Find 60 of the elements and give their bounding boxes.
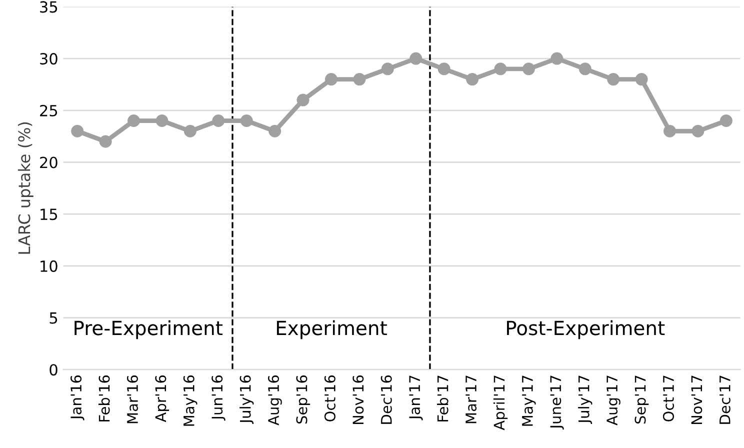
y-tick-label: 15	[40, 208, 58, 220]
y-tick-label: 5	[50, 312, 58, 324]
point	[720, 114, 732, 128]
point	[99, 135, 112, 148]
point	[578, 62, 592, 76]
point	[324, 73, 338, 86]
point	[692, 124, 704, 138]
x-tick-label: Oct'17	[662, 376, 674, 422]
point	[184, 124, 196, 138]
point	[635, 73, 648, 86]
x-tick-label: Mar'16	[126, 375, 138, 424]
x-tick-label: Jun'16	[212, 375, 226, 421]
point	[494, 62, 507, 76]
point	[353, 73, 366, 86]
point	[156, 114, 168, 128]
x-tick-label: April'17	[493, 376, 508, 430]
y-tick-label: 30	[40, 53, 58, 65]
y-tick-label: 0	[50, 364, 58, 376]
point	[466, 73, 479, 86]
x-tick-label: July'17	[578, 376, 592, 424]
x-tick-label: July'16	[240, 375, 254, 424]
x-tick-label: Nov'16	[352, 375, 364, 424]
x-tick-label: Mar'17	[466, 376, 477, 424]
point	[71, 124, 84, 138]
y-tick-label: 10	[40, 260, 58, 272]
x-tick-label: Jan'17	[409, 376, 423, 420]
x-tick-label: Dec'16	[380, 375, 392, 424]
annotation: Post-Experiment	[507, 320, 665, 340]
point	[550, 52, 564, 65]
point	[296, 94, 310, 106]
x-tick-label: Jan'16	[70, 375, 84, 420]
x-tick-label: Oct'16	[324, 375, 336, 422]
x-tick-label: Feb'17	[437, 376, 448, 422]
point	[664, 124, 676, 138]
x-tick-label: Sep'16	[296, 375, 310, 424]
x-tick-label: Aug'17	[606, 376, 620, 426]
x-tick-label: Feb'16	[98, 375, 110, 422]
x-tick-label: Nov'17	[691, 376, 702, 424]
point	[240, 114, 253, 128]
point	[438, 62, 450, 76]
y-tick-label: 20	[40, 156, 58, 168]
x-tick-label: Dec'17	[720, 376, 730, 424]
point	[607, 73, 620, 86]
x-tick-label: Sep'17	[634, 376, 649, 424]
y-tick-label: 25	[40, 104, 58, 116]
x-tick-label: May'16	[183, 375, 198, 426]
y-tick-label: 35	[40, 1, 58, 13]
x-tick-label: May'17	[522, 376, 536, 426]
x-tick-label: June'17	[550, 376, 564, 430]
x-tick-label: Apr'16	[155, 375, 170, 422]
annotation: Pre-Experiment	[74, 320, 223, 340]
annotation: Experiment	[276, 320, 387, 340]
x-tick-label: Aug'16	[268, 375, 282, 426]
point	[268, 124, 282, 138]
point	[522, 62, 535, 76]
point	[212, 114, 225, 128]
y-axis-title: LARC uptake (%)	[18, 122, 34, 254]
point	[381, 62, 394, 76]
point	[128, 114, 140, 128]
point	[410, 52, 422, 65]
